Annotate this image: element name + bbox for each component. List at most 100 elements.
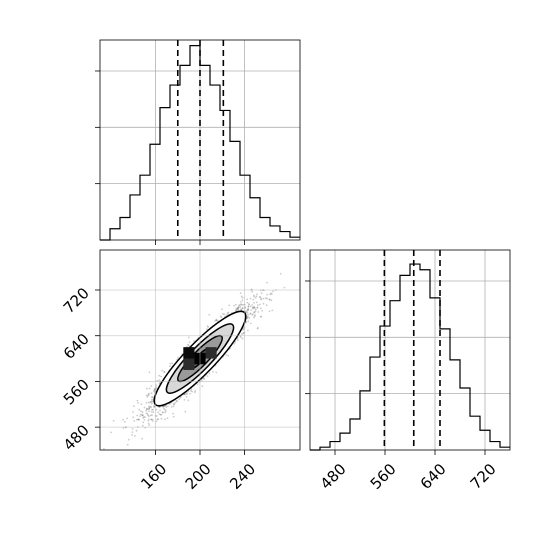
sample-point bbox=[246, 301, 249, 304]
sample-point bbox=[136, 418, 138, 421]
sample-point bbox=[164, 411, 167, 414]
sample-point bbox=[133, 434, 136, 437]
sample-point bbox=[233, 342, 236, 345]
sample-point bbox=[266, 281, 268, 284]
sample-point bbox=[186, 393, 188, 396]
sample-point bbox=[143, 406, 146, 409]
sample-point bbox=[148, 387, 151, 390]
sample-point bbox=[214, 319, 217, 322]
sample-point bbox=[162, 411, 165, 414]
sample-point bbox=[183, 398, 186, 401]
sample-point bbox=[169, 362, 172, 365]
sample-point bbox=[270, 299, 273, 302]
sample-point bbox=[167, 405, 169, 408]
sample-point bbox=[146, 413, 149, 415]
sample-point bbox=[184, 393, 186, 396]
sample-point bbox=[148, 407, 151, 409]
sample-point bbox=[247, 313, 250, 316]
sample-point bbox=[259, 296, 262, 298]
sample-point bbox=[237, 339, 239, 342]
sample-point bbox=[147, 415, 150, 418]
sample-point bbox=[193, 340, 195, 342]
sample-point bbox=[169, 365, 171, 368]
sample-point bbox=[247, 320, 250, 323]
sample-point bbox=[141, 411, 144, 414]
sample-point bbox=[110, 431, 112, 434]
sample-point bbox=[184, 410, 187, 413]
sample-point bbox=[140, 410, 142, 413]
density-cell bbox=[183, 347, 195, 359]
sample-point bbox=[160, 413, 163, 416]
sample-point bbox=[148, 405, 150, 408]
sample-point bbox=[150, 418, 153, 421]
sample-point bbox=[114, 453, 116, 455]
sample-point bbox=[250, 309, 253, 311]
sample-point bbox=[172, 412, 175, 415]
sample-point bbox=[223, 313, 226, 315]
sample-point bbox=[238, 304, 241, 307]
sample-point bbox=[201, 385, 204, 388]
sample-point bbox=[150, 396, 153, 399]
sample-point bbox=[246, 309, 249, 311]
sample-point bbox=[153, 405, 155, 408]
sample-point bbox=[138, 408, 141, 411]
sample-point bbox=[247, 305, 250, 308]
sample-point bbox=[254, 296, 257, 299]
sample-point bbox=[253, 306, 256, 308]
sample-point bbox=[138, 419, 140, 421]
sample-point bbox=[159, 413, 162, 416]
x-tick-label: 560 bbox=[367, 460, 400, 493]
sample-point bbox=[236, 307, 239, 310]
sample-point bbox=[135, 429, 138, 432]
sample-point bbox=[149, 401, 152, 403]
sample-point bbox=[148, 408, 150, 410]
sample-point bbox=[143, 419, 146, 421]
sample-point bbox=[150, 402, 153, 405]
sample-point bbox=[166, 417, 169, 420]
sample-point bbox=[240, 336, 242, 339]
sample-point bbox=[257, 304, 259, 306]
sample-point bbox=[236, 307, 239, 310]
sample-point bbox=[255, 301, 258, 304]
panel-frame bbox=[309, 249, 511, 451]
sample-point bbox=[141, 414, 144, 416]
sample-point bbox=[260, 315, 262, 318]
sample-point bbox=[248, 303, 251, 306]
sample-point bbox=[179, 396, 182, 399]
sample-point bbox=[253, 315, 256, 318]
sample-point bbox=[132, 411, 135, 413]
sample-point bbox=[165, 406, 168, 408]
sample-point bbox=[141, 437, 144, 440]
sample-point bbox=[126, 417, 129, 420]
sample-point bbox=[157, 418, 160, 420]
sample-point bbox=[142, 414, 144, 417]
sample-point bbox=[237, 307, 240, 310]
sample-point bbox=[148, 371, 151, 374]
sample-point bbox=[269, 293, 272, 296]
sample-point bbox=[206, 325, 209, 327]
sample-point bbox=[257, 327, 259, 329]
sample-point bbox=[145, 412, 148, 414]
sample-point bbox=[240, 308, 243, 311]
y-tick-label: 560 bbox=[60, 376, 93, 409]
sample-point bbox=[259, 303, 261, 306]
sample-point bbox=[200, 379, 203, 382]
sample-point bbox=[247, 315, 249, 318]
sample-point bbox=[138, 418, 140, 421]
sample-point bbox=[145, 408, 148, 410]
sample-point bbox=[256, 293, 258, 296]
sample-point bbox=[148, 424, 151, 426]
sample-point bbox=[252, 306, 254, 309]
sample-point bbox=[245, 321, 247, 324]
sample-point bbox=[162, 405, 165, 408]
sample-point bbox=[136, 399, 139, 402]
sample-point bbox=[251, 314, 254, 316]
sample-point bbox=[165, 410, 167, 412]
histogram-steps bbox=[310, 263, 510, 451]
sample-point bbox=[160, 417, 163, 420]
sample-point bbox=[240, 301, 242, 303]
sample-point bbox=[151, 398, 153, 401]
sample-point bbox=[153, 390, 155, 392]
sample-point bbox=[235, 303, 237, 306]
sample-point bbox=[261, 309, 263, 312]
